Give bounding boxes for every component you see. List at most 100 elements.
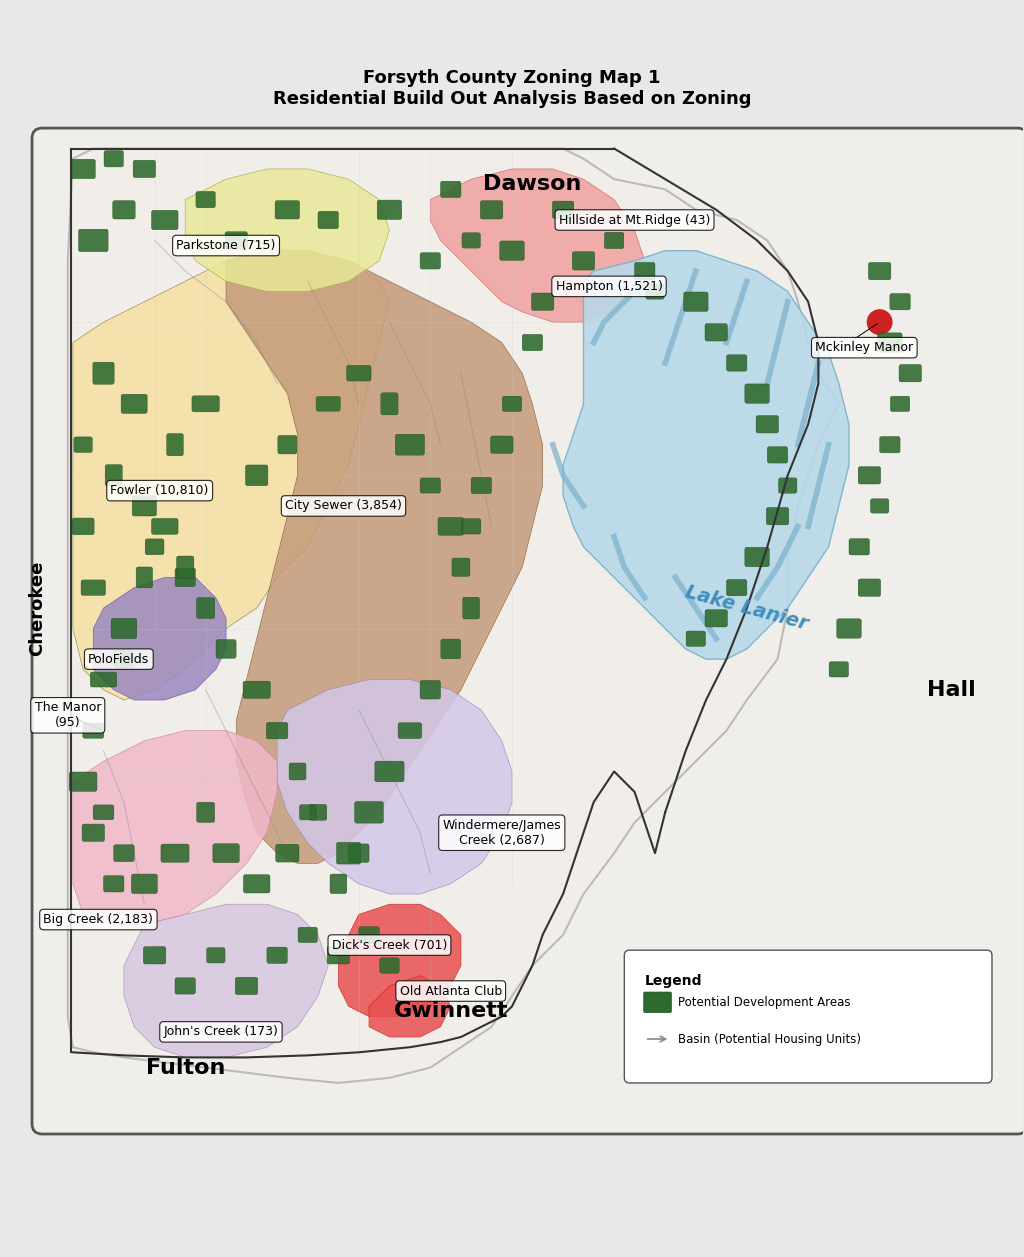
FancyBboxPatch shape [767,446,787,463]
FancyBboxPatch shape [684,292,708,312]
FancyBboxPatch shape [82,825,104,841]
FancyBboxPatch shape [79,229,109,251]
Polygon shape [369,975,451,1037]
Text: Big Creek (2,183): Big Creek (2,183) [43,913,154,926]
Polygon shape [73,730,278,925]
Text: Legend: Legend [645,974,702,988]
Circle shape [867,310,892,334]
FancyBboxPatch shape [398,723,422,739]
FancyBboxPatch shape [420,680,440,699]
FancyBboxPatch shape [246,465,268,485]
FancyBboxPatch shape [380,958,399,973]
Text: Lake Lanier: Lake Lanier [683,582,810,634]
FancyBboxPatch shape [354,802,383,823]
Text: Fowler (10,810): Fowler (10,810) [111,484,209,497]
Polygon shape [93,577,226,700]
FancyBboxPatch shape [327,947,349,964]
FancyBboxPatch shape [143,947,166,964]
FancyBboxPatch shape [441,639,461,659]
FancyBboxPatch shape [572,251,595,270]
Polygon shape [338,904,461,1017]
FancyBboxPatch shape [377,200,401,220]
FancyBboxPatch shape [243,681,270,699]
FancyBboxPatch shape [635,263,655,280]
Polygon shape [124,904,328,1057]
FancyBboxPatch shape [267,947,288,963]
Text: Fulton: Fulton [145,1057,225,1077]
FancyBboxPatch shape [646,284,665,299]
FancyBboxPatch shape [778,478,797,493]
FancyBboxPatch shape [878,333,902,352]
Text: Dawson: Dawson [483,175,582,195]
FancyBboxPatch shape [604,233,624,249]
FancyBboxPatch shape [152,210,178,230]
FancyBboxPatch shape [278,435,297,454]
FancyBboxPatch shape [93,804,114,820]
FancyBboxPatch shape [829,661,849,678]
FancyBboxPatch shape [161,845,189,862]
FancyBboxPatch shape [197,802,215,822]
FancyBboxPatch shape [207,948,225,963]
FancyBboxPatch shape [275,845,299,862]
FancyBboxPatch shape [167,434,183,456]
FancyBboxPatch shape [275,201,300,219]
FancyBboxPatch shape [348,843,369,862]
FancyBboxPatch shape [744,383,769,403]
FancyBboxPatch shape [111,618,137,639]
FancyBboxPatch shape [462,233,480,248]
FancyBboxPatch shape [196,191,215,207]
Text: Windermere/James
Creek (2,687): Windermere/James Creek (2,687) [442,818,561,847]
FancyBboxPatch shape [289,763,306,779]
Polygon shape [430,168,645,322]
FancyBboxPatch shape [236,977,258,994]
FancyBboxPatch shape [471,478,492,494]
FancyBboxPatch shape [552,201,573,219]
FancyBboxPatch shape [90,672,117,688]
Text: Parkstone (715): Parkstone (715) [176,239,275,253]
FancyBboxPatch shape [849,539,869,556]
Text: City Sewer (3,854): City Sewer (3,854) [285,499,402,513]
FancyBboxPatch shape [70,772,97,792]
FancyBboxPatch shape [375,762,404,782]
FancyBboxPatch shape [103,876,124,892]
FancyBboxPatch shape [744,547,769,567]
FancyBboxPatch shape [298,928,317,943]
FancyBboxPatch shape [191,396,219,412]
FancyBboxPatch shape [899,365,922,382]
FancyBboxPatch shape [197,597,215,618]
FancyBboxPatch shape [83,723,103,738]
Polygon shape [563,250,849,659]
FancyBboxPatch shape [490,436,513,454]
FancyBboxPatch shape [136,567,153,588]
FancyBboxPatch shape [438,518,464,535]
Text: Forsyth County Zoning Map 1
Residential Build Out Analysis Based on Zoning: Forsyth County Zoning Map 1 Residential … [272,69,752,108]
Text: Mckinley Manor: Mckinley Manor [815,341,913,354]
Polygon shape [68,148,839,1084]
Polygon shape [73,250,389,700]
FancyBboxPatch shape [522,334,543,351]
FancyBboxPatch shape [105,465,122,486]
FancyBboxPatch shape [266,723,288,739]
FancyBboxPatch shape [705,610,727,627]
FancyBboxPatch shape [131,874,158,894]
Text: Old Atlanta Club: Old Atlanta Club [399,984,502,998]
Text: Gwinnett: Gwinnett [393,1002,508,1022]
FancyBboxPatch shape [176,556,194,578]
FancyBboxPatch shape [225,231,248,249]
FancyBboxPatch shape [503,396,521,411]
FancyBboxPatch shape [462,519,481,534]
FancyBboxPatch shape [705,323,727,341]
Text: Basin (Potential Housing Units): Basin (Potential Housing Units) [679,1032,861,1046]
FancyBboxPatch shape [316,396,340,411]
FancyBboxPatch shape [114,650,134,667]
FancyBboxPatch shape [81,579,105,596]
FancyBboxPatch shape [395,434,425,455]
FancyBboxPatch shape [145,539,164,554]
FancyBboxPatch shape [74,437,92,453]
FancyBboxPatch shape [531,293,554,310]
FancyBboxPatch shape [686,631,706,646]
FancyBboxPatch shape [71,160,95,178]
FancyBboxPatch shape [114,845,134,861]
FancyBboxPatch shape [858,466,881,484]
FancyBboxPatch shape [299,804,316,820]
